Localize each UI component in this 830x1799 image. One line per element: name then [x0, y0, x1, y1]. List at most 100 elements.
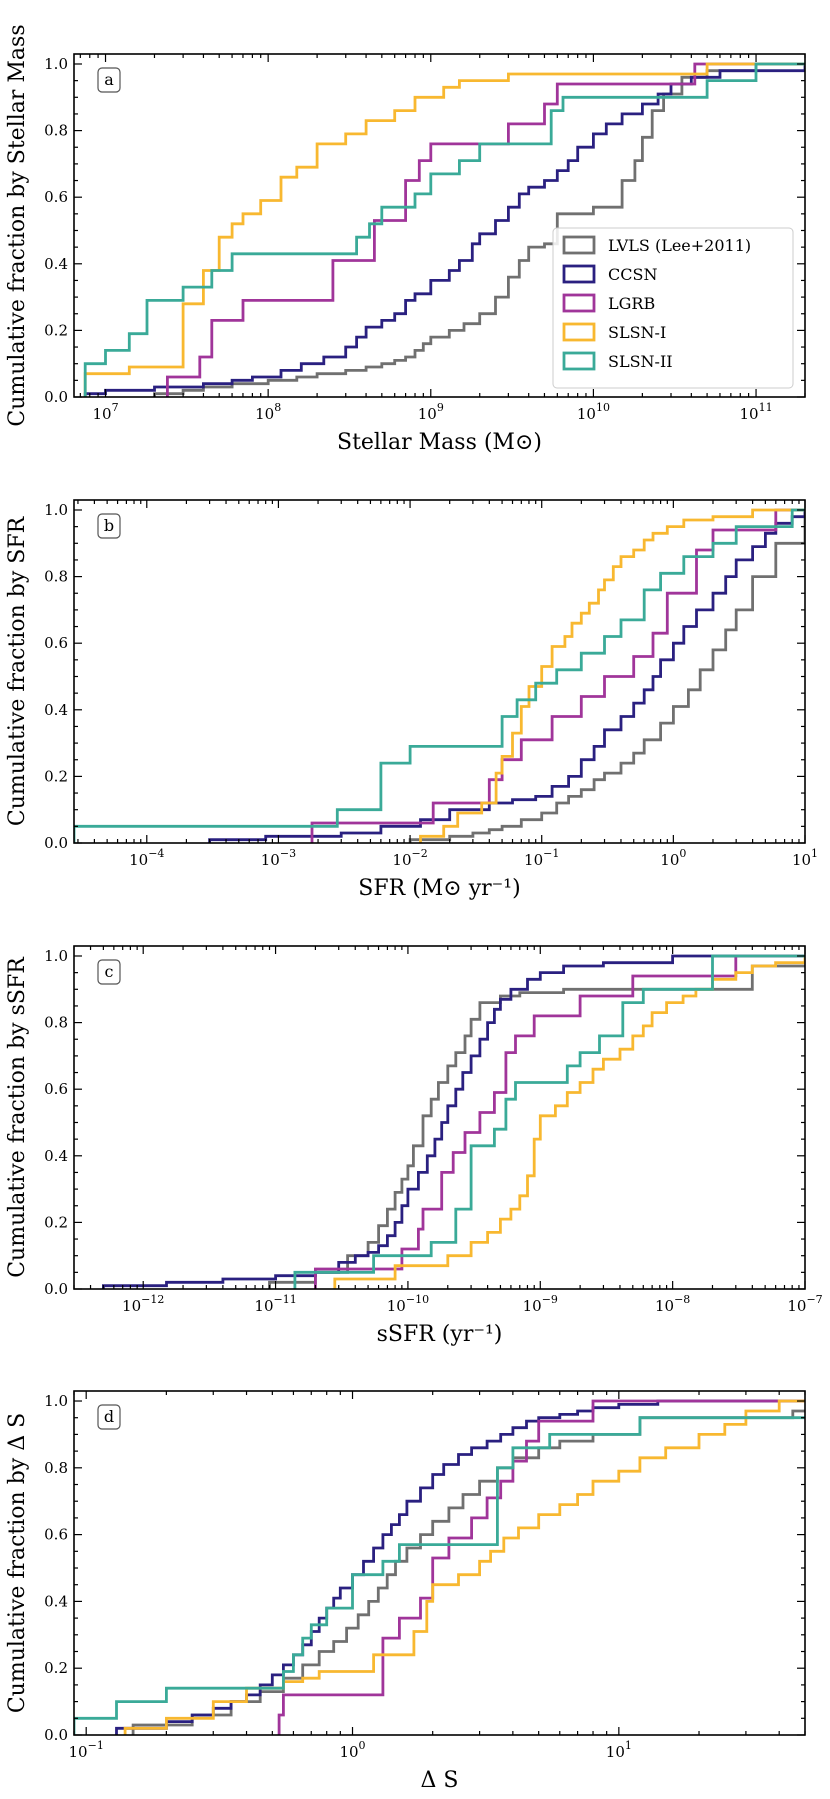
series-line-lgrb: [314, 954, 805, 1289]
x-tick-label: 101: [792, 847, 818, 869]
y-axis-label: Cumulative fraction by Stellar Mass: [5, 24, 30, 426]
y-tick-label: 1.0: [44, 501, 68, 519]
series-group: [74, 1399, 805, 1735]
series-line-lvls-lee-2011-: [408, 508, 805, 843]
y-tick-label: 0.4: [44, 255, 68, 273]
y-tick-label: 0.6: [44, 1526, 68, 1544]
series-line-slsn-i: [83, 62, 805, 397]
x-tick-label: 10−4: [129, 847, 164, 869]
legend-label: SLSN-II: [608, 352, 673, 371]
series-line-slsn-i: [123, 1399, 805, 1735]
y-tick-label: 0.4: [44, 1592, 68, 1610]
y-tick-label: 0.0: [44, 1280, 68, 1298]
x-tick-label: 10−12: [122, 1293, 164, 1315]
series-line-lvls-lee-2011-: [268, 964, 805, 1289]
series-line-lgrb: [310, 508, 805, 843]
legend-swatch: [562, 235, 596, 255]
series-line-lgrb: [166, 62, 805, 397]
y-tick-label: 0.0: [44, 388, 68, 406]
x-tick-label: 10−1: [524, 847, 559, 869]
series-line-slsn-ii: [74, 508, 805, 843]
x-tick-label: 10−11: [254, 1293, 296, 1315]
panel-label: d: [104, 1407, 114, 1426]
series-line-ccsn: [115, 1399, 805, 1735]
y-tick-label: 1.0: [44, 55, 68, 73]
legend-label: LVLS (Lee+2011): [608, 236, 751, 255]
series-line-ccsn: [102, 954, 805, 1289]
y-tick-label: 0.2: [44, 321, 68, 339]
plot-frame: [73, 945, 806, 1290]
x-tick-label: 100: [339, 1739, 365, 1761]
x-tick-label: 101: [606, 1739, 632, 1761]
panel-b: 0.0 0.2 0.4 0.6 0.8 1.0 10−4 10−3 10−2 10−1 100 101…: [5, 499, 818, 901]
y-tick-label: 0.8: [44, 1459, 68, 1477]
x-tick-label: 100: [660, 847, 686, 869]
x-tick-label: 10−2: [392, 847, 427, 869]
x-tick-label: 1011: [739, 401, 772, 423]
series-group: [83, 62, 805, 397]
x-tick-label: 10−8: [655, 1293, 690, 1315]
y-axis-label: Cumulative fraction by Δ S: [5, 1413, 30, 1713]
x-axis-label: sSFR (yr⁻¹): [377, 1322, 503, 1347]
series-line-lvls-lee-2011-: [131, 1409, 805, 1735]
panel-label: c: [105, 962, 114, 981]
y-tick-label: 0.4: [44, 701, 68, 719]
y-tick-label: 0.2: [44, 1659, 68, 1677]
y-tick-label: 0.8: [44, 122, 68, 140]
y-axis-label: Cumulative fraction by SFR: [5, 515, 30, 826]
y-tick-label: 0.0: [44, 834, 68, 852]
legend-frame: [552, 227, 794, 389]
x-tick-label: 107: [92, 401, 118, 423]
x-tick-label: 108: [255, 401, 281, 423]
series-group: [102, 954, 805, 1289]
x-tick-label: 1010: [577, 401, 610, 423]
legend-swatch: [562, 351, 596, 371]
series-line-ccsn: [208, 508, 805, 843]
series-group: [74, 508, 805, 843]
legend-swatch: [562, 322, 596, 342]
panel-label-box: [97, 513, 121, 539]
series-line-slsn-i: [419, 508, 805, 843]
x-axis-label: Δ S: [421, 1768, 459, 1793]
y-tick-label: 0.0: [44, 1726, 68, 1744]
y-tick-label: 1.0: [44, 1392, 68, 1410]
series-line-ccsn: [83, 62, 805, 397]
panel-label-box: [97, 959, 121, 985]
y-tick-label: 1.0: [44, 947, 68, 965]
series-line-lvls-lee-2011-: [153, 62, 805, 397]
x-tick-label: 10−7: [787, 1293, 822, 1315]
y-tick-label: 0.4: [44, 1147, 68, 1165]
panel-c: 0.0 0.2 0.4 0.6 0.8 1.0 10−12 10−11 10−10 10−9 10−…: [5, 945, 823, 1347]
plot-frame: [73, 499, 806, 844]
x-axis-label: SFR (M⊙ yr⁻¹): [358, 876, 520, 901]
panel-label-box: [97, 1404, 121, 1430]
y-tick-label: 0.8: [44, 1014, 68, 1032]
series-line-lgrb: [277, 1399, 805, 1735]
legend: LVLS (Lee+2011) CCSN LGRB SLSN-I SLSN-II: [552, 227, 794, 389]
x-tick-label: 10−1: [69, 1739, 104, 1761]
panel-label: b: [104, 516, 114, 535]
x-tick-label: 10−9: [523, 1293, 558, 1315]
legend-label: CCSN: [608, 265, 657, 284]
series-line-slsn-ii: [83, 62, 805, 397]
panel-label-box: [97, 67, 121, 93]
y-tick-label: 0.2: [44, 767, 68, 785]
x-tick-label: 10−3: [261, 847, 296, 869]
legend-swatch: [562, 264, 596, 284]
series-line-slsn-ii: [293, 954, 805, 1289]
y-tick-label: 0.8: [44, 568, 68, 586]
y-tick-label: 0.2: [44, 1213, 68, 1231]
panel-label: a: [104, 70, 114, 89]
series-line-slsn-ii: [74, 1416, 805, 1735]
y-tick-label: 0.6: [44, 634, 68, 652]
y-axis-label: Cumulative fraction by sSFR: [5, 956, 30, 1278]
panel-d: 0.0 0.2 0.4 0.6 0.8 1.0 10−1 100 101 Δ S Cumulativ…: [5, 1390, 806, 1793]
plot-frame: [73, 1390, 806, 1736]
y-tick-label: 0.6: [44, 1080, 68, 1098]
panel-a: 0.0 0.2 0.4 0.6 0.8 1.0 107 108 109 1010 1011 Stell…: [5, 24, 806, 455]
plot-frame: [73, 53, 806, 398]
legend-swatch: [562, 293, 596, 313]
x-tick-label: 10−10: [387, 1293, 429, 1315]
legend-label: LGRB: [608, 294, 655, 313]
